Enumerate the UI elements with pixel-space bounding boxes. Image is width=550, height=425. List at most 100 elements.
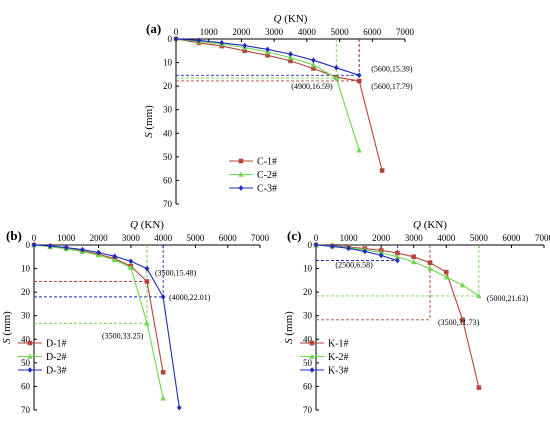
panel-2-x-tick-label: 0	[32, 233, 37, 243]
panel-2-data-point-d-3	[47, 243, 53, 249]
panel-3-data-point-k-2	[394, 253, 401, 260]
panel-2-data-point-d-3	[144, 265, 150, 272]
panel-3-data-point-k-1	[476, 385, 482, 390]
panel-1-y-tick-label: 60	[163, 175, 173, 185]
panel-3-y-tick-label: 50	[303, 358, 313, 368]
panel-3-annotation-label: (5000,21.63)	[487, 294, 529, 303]
panel-1-data-point-c-3	[356, 72, 362, 79]
panel-2-x-tick-label: 5000	[186, 233, 205, 243]
panel-1-data-point-c-1	[356, 78, 362, 84]
panel-1-y-tick-label: 40	[163, 128, 173, 138]
panel-1-x-tick-label: 6000	[363, 27, 382, 37]
panel-2-data-point-d-2	[128, 264, 134, 270]
panel-1-data-point-c-1	[311, 66, 316, 71]
panel-2-data-point-d-3	[112, 253, 118, 260]
panel-2-y-tick-label: 40	[21, 334, 31, 344]
panel-2-y-tick-label: 60	[21, 381, 31, 391]
panel-1-y-tick-label: 30	[163, 105, 173, 115]
panel-3-data-point-k-3	[313, 242, 319, 248]
panel-3-annotation-label: (2500,6.58)	[335, 261, 373, 270]
panel-1-x-axis-label: Q (KN)	[274, 13, 308, 25]
panel-2-legend-label: D-2#	[46, 352, 67, 363]
panel-2-legend-label: D-1#	[46, 339, 67, 350]
panel-2-data-point-d-2	[160, 395, 166, 401]
panel-3-y-tick-label: 60	[303, 381, 313, 391]
panel-3-series-line-k-3	[315, 244, 398, 262]
panel-2-x-tick-label: 7000	[251, 233, 270, 243]
panel-3-y-tick-label: 20	[303, 287, 313, 297]
panel-2-y-axis-label: S (mm)	[1, 311, 13, 344]
panel-1-data-point-c-1	[288, 58, 293, 64]
panel-1-y-tick-label: 70	[163, 199, 173, 209]
panel-1-annotation-label: (4900,16.59)	[291, 82, 333, 91]
panel-1-annotation-label: (5600,17.79)	[371, 82, 413, 91]
panel-1-x-tick-label: 7000	[396, 27, 415, 37]
panel-2-data-point-d-1	[160, 369, 166, 375]
panel-2-data-point-d-3	[176, 404, 182, 411]
panel-2-x-tick-label: 3000	[122, 233, 141, 243]
panel-1-data-point-c-3	[288, 51, 293, 57]
panel-2-series-line-d-3	[33, 244, 180, 408]
panel-2-data-point-d-3	[63, 244, 69, 251]
panel-3-data-point-k-3	[395, 257, 400, 264]
panel-3-x-tick-label: 6000	[502, 233, 521, 243]
panel-1-data-point-c-3	[242, 42, 247, 49]
panel-1-x-tick-label: 0	[174, 27, 179, 37]
panel-2-x-tick-label: 6000	[219, 233, 238, 243]
panel-1-y-tick-label: 10	[163, 58, 173, 68]
panel-3-legend-marker	[309, 367, 315, 373]
panel-2-y-tick-label: 50	[21, 358, 31, 368]
panel-3-x-tick-label: 2000	[372, 233, 391, 243]
panel-1-series-line-c-1	[175, 38, 383, 171]
panel-2-letter: (b)	[6, 228, 22, 243]
panel-2-x-axis-label: Q (KN)	[130, 219, 164, 231]
panel-1-data-point-c-2	[356, 147, 362, 153]
panel-1-data-point-c-3	[219, 39, 225, 46]
panel-2-y-tick-label: 20	[21, 287, 31, 297]
panel-1-x-tick-label: 1000	[200, 27, 219, 37]
panel-2-data-point-d-2	[144, 320, 150, 326]
panel-2-annotation-label: (4000,22.01)	[169, 293, 211, 302]
panel-3-letter: (c)	[287, 228, 301, 243]
panel-2-legend-marker	[27, 340, 33, 346]
panel-1-y-tick-label: 0	[168, 34, 173, 44]
panel-1-x-tick-label: 2000	[232, 27, 251, 37]
panel-1-annotation-label: (5600,15.39)	[371, 64, 413, 73]
panel-2-data-point-d-3	[80, 246, 85, 253]
panel-3-data-point-k-1	[427, 260, 433, 265]
panel-1-data-point-c-1	[242, 48, 247, 54]
panel-1-legend-marker	[238, 171, 244, 177]
panel-3-data-point-k-3	[329, 243, 335, 250]
panel-1-legend-marker	[238, 185, 244, 191]
panel-3-data-point-k-3	[362, 248, 368, 255]
panel-2-y-tick-label: 10	[21, 264, 31, 274]
panel-3-y-tick-label: 30	[303, 311, 313, 321]
panel-1-data-point-c-1	[265, 52, 270, 58]
panel-1-data-point-c-2	[333, 75, 339, 81]
panel-1-y-axis-label: S (mm)	[143, 105, 155, 138]
panel-2-legend-label: D-3#	[46, 366, 67, 377]
panel-3-data-point-k-3	[346, 245, 351, 252]
panel-3-x-tick-label: 3000	[405, 233, 424, 243]
panel-1-x-tick-label: 4000	[298, 27, 317, 37]
panel-2-y-tick-label: 30	[21, 311, 31, 321]
panel-1-legend-label: C-3#	[257, 184, 277, 195]
panel-3-y-tick-label: 0	[308, 240, 313, 250]
panel-1-y-tick-label: 20	[163, 81, 173, 91]
panel-3-data-point-k-2	[443, 274, 449, 280]
panel-3-data-point-k-2	[476, 293, 482, 299]
panel-3-y-tick-label: 40	[303, 334, 313, 344]
panel-1-data-point-c-1	[379, 168, 385, 173]
panel-3-x-tick-label: 5000	[470, 233, 489, 243]
panel-3-data-point-k-2	[411, 259, 417, 265]
panel-2-y-tick-label: 70	[21, 405, 31, 415]
panel-3-data-point-k-1	[443, 269, 449, 275]
panel-2-x-tick-label: 2000	[90, 233, 109, 243]
panel-2-legend-marker	[27, 367, 33, 373]
panel-3-data-point-k-3	[378, 252, 384, 259]
panel-3-legend-label: K-1#	[328, 339, 349, 350]
panel-2-data-point-d-1	[144, 279, 150, 284]
panel-1-legend-label: C-2#	[257, 170, 277, 181]
panel-2-y-tick-label: 0	[26, 240, 31, 250]
